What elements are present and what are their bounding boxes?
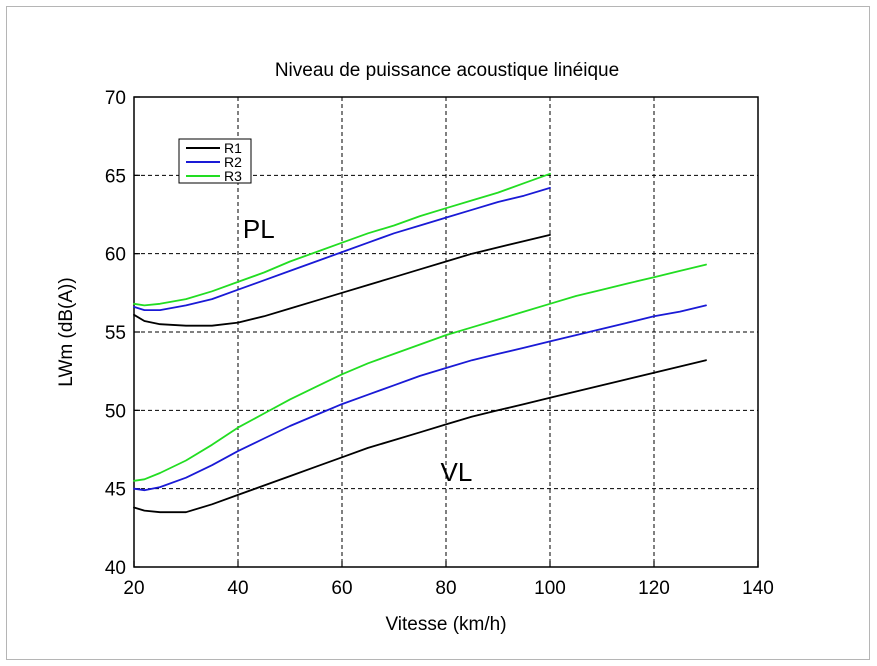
x-tick-label: 60 bbox=[331, 578, 352, 599]
x-tick-label: 120 bbox=[638, 578, 670, 599]
y-tick-label: 55 bbox=[105, 323, 126, 344]
y-tick-label: 70 bbox=[105, 88, 126, 109]
x-tick-label: 40 bbox=[227, 578, 248, 599]
y-tick-label: 60 bbox=[105, 245, 126, 266]
series-lines bbox=[133, 172, 707, 514]
legend-label: R3 bbox=[224, 168, 242, 184]
x-axis-label: Vitesse (km/h) bbox=[385, 614, 506, 635]
grid bbox=[134, 97, 758, 567]
x-tick-label: 20 bbox=[123, 578, 144, 599]
annotations: PL VL bbox=[243, 214, 472, 487]
y-tick-label: 40 bbox=[105, 558, 126, 579]
series-line-pl-r3 bbox=[133, 172, 551, 307]
y-axis-label: LWm (dB(A)) bbox=[56, 277, 77, 386]
x-tick-label: 100 bbox=[534, 578, 566, 599]
series-line-vl-r2 bbox=[133, 304, 707, 492]
series-line-pl-r1 bbox=[133, 233, 551, 327]
y-tick-label: 45 bbox=[105, 480, 126, 501]
y-tick-label: 65 bbox=[105, 166, 126, 187]
x-tick-label: 80 bbox=[435, 578, 456, 599]
series-line-vl-r3 bbox=[133, 263, 707, 482]
series-line-vl-r1 bbox=[133, 359, 707, 514]
annotation-pl: PL bbox=[243, 214, 275, 244]
legend-label: R1 bbox=[224, 140, 242, 156]
y-tick-label: 50 bbox=[105, 401, 126, 422]
figure-frame bbox=[6, 6, 870, 660]
legend-label: R2 bbox=[224, 154, 242, 170]
chart-title: Niveau de puissance acoustique linéique bbox=[275, 60, 619, 81]
x-tick-label: 140 bbox=[742, 578, 774, 599]
series-line-pl-r2 bbox=[133, 186, 551, 312]
annotation-vl: VL bbox=[440, 457, 472, 487]
